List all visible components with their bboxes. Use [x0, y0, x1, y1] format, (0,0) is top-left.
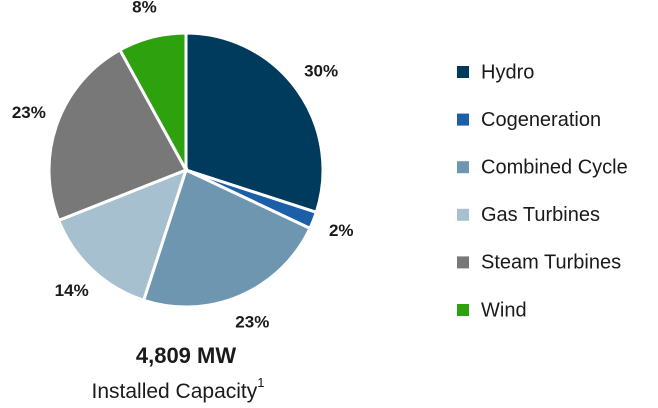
legend-label: Cogeneration — [481, 109, 601, 131]
footnote-marker: 1 — [257, 375, 264, 390]
pie-slice — [141, 167, 312, 309]
legend-swatch — [457, 256, 469, 269]
legend-swatch — [457, 208, 469, 221]
pie-slice — [47, 47, 189, 223]
legend-label: Wind — [481, 299, 527, 321]
legend-swatch — [457, 66, 469, 78]
data-label: 30% — [304, 61, 338, 80]
legend-label: Combined Cycle — [481, 156, 628, 178]
data-label: 2% — [329, 221, 354, 240]
pie-slice — [184, 31, 325, 215]
data-label: 23% — [235, 313, 269, 332]
subtitle: Installed Capacity1 — [92, 375, 265, 402]
legend-swatch — [457, 113, 469, 126]
pie-slice — [56, 167, 189, 303]
legend-swatch — [457, 304, 469, 316]
subtitle-text: Installed Capacity — [92, 380, 258, 403]
data-label: 23% — [12, 103, 46, 122]
pie-slice — [117, 31, 188, 171]
data-label: 14% — [55, 281, 89, 300]
data-label: 8% — [132, 0, 157, 17]
legend-label: Hydro — [481, 61, 534, 83]
total-label: 4,809 MW — [136, 343, 236, 368]
legend-label: Steam Turbines — [481, 252, 621, 274]
legend-swatch — [457, 161, 469, 174]
legend-label: Gas Turbines — [481, 204, 600, 226]
